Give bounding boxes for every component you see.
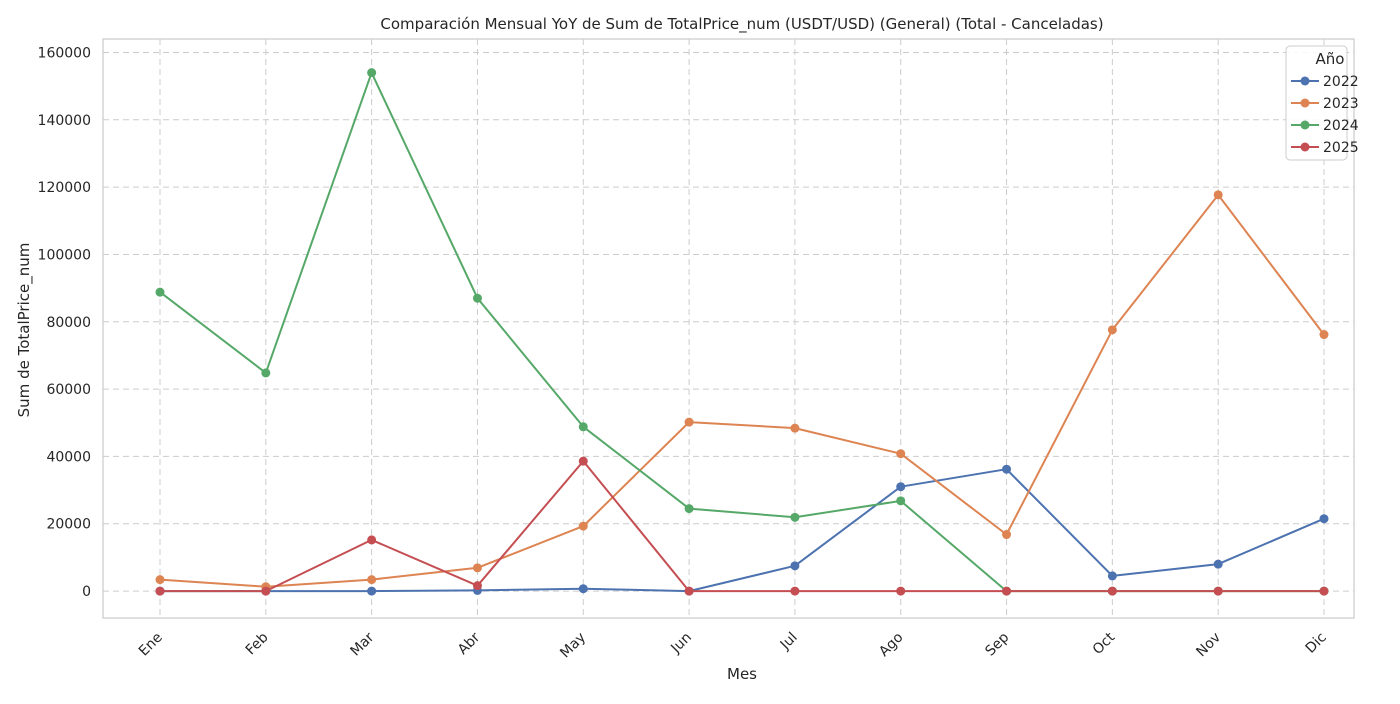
data-point-2023 bbox=[684, 417, 694, 427]
x-tick-label: Jun bbox=[667, 630, 694, 657]
x-tick-label: Oct bbox=[1090, 629, 1119, 658]
data-point-2024 bbox=[896, 496, 906, 506]
data-point-2024 bbox=[684, 504, 694, 514]
data-point-2023 bbox=[367, 575, 377, 585]
y-tick-label: 160000 bbox=[38, 45, 91, 61]
y-tick-label: 100000 bbox=[38, 247, 91, 263]
data-point-2024 bbox=[790, 512, 800, 522]
series-line-2022 bbox=[160, 468, 1325, 593]
data-point-2024 bbox=[367, 68, 377, 78]
y-axis-label: Sum de TotalPrice_num bbox=[15, 243, 34, 418]
data-point-2022 bbox=[896, 482, 906, 492]
data-point-2025 bbox=[896, 586, 906, 596]
data-point-2025 bbox=[790, 586, 800, 596]
data-point-2022 bbox=[1107, 571, 1117, 581]
plot-area bbox=[102, 38, 1355, 619]
x-tick-label: Abr bbox=[455, 629, 484, 658]
data-point-2022 bbox=[790, 561, 800, 571]
x-tick-label: May bbox=[557, 630, 589, 662]
data-point-2023 bbox=[896, 449, 906, 459]
y-tick-label: 80000 bbox=[46, 315, 91, 331]
data-point-2025 bbox=[261, 586, 271, 596]
data-point-2023 bbox=[1213, 190, 1223, 200]
data-point-2023 bbox=[1002, 530, 1012, 540]
data-point-2025 bbox=[1319, 586, 1329, 596]
data-point-2024 bbox=[578, 422, 588, 432]
x-tick-label: Mar bbox=[347, 629, 377, 659]
legend-marker-2025 bbox=[1300, 142, 1310, 152]
y-tick-label: 40000 bbox=[46, 449, 91, 465]
data-point-2023 bbox=[1319, 330, 1329, 340]
x-tick-label: Ene bbox=[136, 630, 166, 660]
data-point-2022 bbox=[1319, 514, 1329, 524]
series-lines bbox=[155, 68, 1329, 596]
x-tick-label: Sep bbox=[982, 629, 1012, 659]
data-point-2022 bbox=[367, 586, 377, 596]
y-tick-label: 60000 bbox=[46, 382, 91, 398]
data-point-2023 bbox=[472, 563, 482, 573]
series-line-2025 bbox=[160, 460, 1324, 593]
y-tick-label: 0 bbox=[82, 584, 91, 600]
data-point-2025 bbox=[578, 456, 588, 466]
data-point-2022 bbox=[1213, 559, 1223, 569]
data-point-2025 bbox=[367, 535, 377, 545]
series-line-2023 bbox=[159, 193, 1325, 588]
chart-title: Comparación Mensual YoY de Sum de TotalP… bbox=[380, 15, 1103, 34]
x-tick-label: Dic bbox=[1303, 630, 1330, 657]
y-tick-label: 20000 bbox=[46, 517, 91, 533]
data-point-2025 bbox=[472, 581, 482, 591]
data-point-2023 bbox=[578, 521, 588, 531]
x-tick-label: Ago bbox=[876, 630, 906, 660]
data-point-2023 bbox=[155, 575, 165, 585]
legend-label-2024: 2024 bbox=[1323, 118, 1359, 134]
data-point-2025 bbox=[155, 586, 165, 596]
data-point-2023 bbox=[1107, 325, 1117, 335]
data-point-2025 bbox=[1213, 586, 1223, 596]
y-tick-label: 140000 bbox=[38, 113, 91, 129]
legend: Año 2022 2023 2024 2025 bbox=[1285, 45, 1359, 161]
legend-items: 2022 2023 2024 2025 bbox=[1291, 74, 1359, 156]
legend-label-2023: 2023 bbox=[1323, 96, 1359, 112]
legend-marker-2022 bbox=[1300, 76, 1310, 86]
data-point-2022 bbox=[578, 584, 588, 594]
data-point-2025 bbox=[1002, 586, 1012, 596]
data-point-2022 bbox=[1002, 464, 1012, 474]
data-point-2023 bbox=[790, 423, 800, 433]
legend-marker-2024 bbox=[1300, 120, 1310, 130]
y-tick-label: 120000 bbox=[38, 180, 91, 196]
data-point-2024 bbox=[261, 368, 271, 378]
legend-label-2022: 2022 bbox=[1323, 74, 1359, 90]
data-point-2025 bbox=[684, 586, 694, 596]
x-tick-label: Feb bbox=[243, 629, 272, 658]
x-tick-label: Nov bbox=[1193, 630, 1224, 661]
data-point-2024 bbox=[155, 287, 165, 297]
x-tick-labels: Ene Feb Mar Abr May Jun Jul Ago Sep Oct Nov Dic bbox=[136, 629, 1330, 661]
data-point-2025 bbox=[1107, 586, 1117, 596]
legend-marker-2023 bbox=[1300, 98, 1310, 108]
x-tick-label: Jul bbox=[777, 630, 801, 654]
x-axis-label: Mes bbox=[727, 665, 757, 683]
y-tick-labels: 0 20000 40000 60000 80000 100000 120000 140000 1… bbox=[38, 45, 91, 600]
legend-title: Año bbox=[1316, 50, 1345, 68]
data-point-2024 bbox=[472, 293, 482, 303]
legend-label-2025: 2025 bbox=[1323, 140, 1359, 156]
